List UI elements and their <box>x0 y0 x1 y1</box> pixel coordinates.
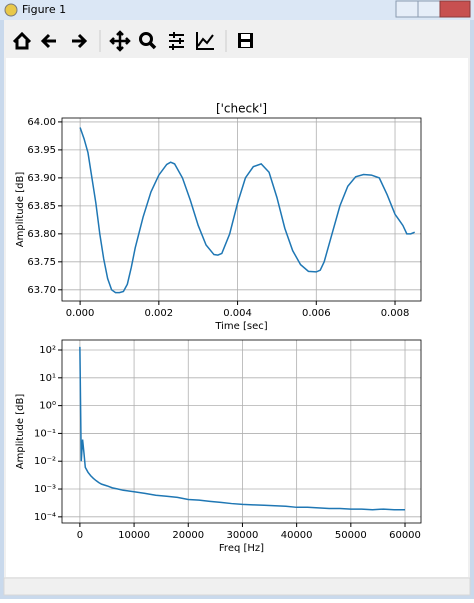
subplots-button[interactable] <box>169 32 184 50</box>
edit-axes-button[interactable] <box>196 32 214 50</box>
x-tick-label: 0.002 <box>145 308 174 319</box>
y-tick-label: 63.90 <box>27 173 56 184</box>
forward-button[interactable] <box>72 33 88 49</box>
x-tick-label: 0 <box>77 530 83 541</box>
y-tick-label: 63.85 <box>27 201 56 212</box>
status-bar <box>3 577 471 596</box>
toolbar <box>12 30 253 52</box>
x-axis-label: Time [sec] <box>214 321 267 332</box>
home-button[interactable] <box>12 31 32 50</box>
x-tick-label: 10000 <box>118 530 150 541</box>
x-axis-label: Freq [Hz] <box>219 543 264 554</box>
data-line <box>79 127 415 294</box>
x-tick-label: 20000 <box>172 530 204 541</box>
x-tick-label: 60000 <box>389 530 421 541</box>
axes-frame <box>61 339 422 524</box>
y-tick-label: 63.95 <box>27 145 56 156</box>
y-tick-label: 10⁰ <box>39 401 56 412</box>
axes-frame <box>61 117 422 302</box>
y-axis-label: Amplitude [dB] <box>15 394 26 470</box>
back-button[interactable] <box>40 33 56 49</box>
pan-button[interactable] <box>109 30 131 52</box>
y-tick-label: 63.70 <box>27 285 56 296</box>
y-tick-label: 10⁻¹ <box>34 428 56 439</box>
y-tick-label: 10⁻² <box>34 456 56 467</box>
maximize-button[interactable] <box>417 0 441 18</box>
zoom-button[interactable] <box>139 32 157 50</box>
chart-title: ['check'] <box>216 102 267 116</box>
minimize-button[interactable] <box>395 0 419 18</box>
title-bar <box>0 0 474 20</box>
y-tick-label: 63.75 <box>27 257 56 268</box>
y-axis-label: Amplitude [dB] <box>15 172 26 248</box>
data-line <box>79 346 406 511</box>
y-tick-label: 10² <box>39 345 56 356</box>
x-tick-label: 30000 <box>227 530 259 541</box>
close-button[interactable] <box>439 0 471 18</box>
y-tick-label: 64.00 <box>27 117 56 128</box>
x-tick-label: 0.006 <box>302 308 331 319</box>
y-tick-label: 63.80 <box>27 229 56 240</box>
app-icon <box>4 3 18 17</box>
y-tick-label: 10⁻⁴ <box>34 512 56 523</box>
x-tick-label: 0.000 <box>66 308 95 319</box>
x-tick-label: 0.008 <box>381 308 410 319</box>
x-tick-label: 50000 <box>335 530 367 541</box>
x-tick-label: 40000 <box>281 530 313 541</box>
figure-canvas <box>6 58 468 577</box>
window-title: Figure 1 <box>22 3 66 16</box>
x-tick-label: 0.004 <box>223 308 252 319</box>
y-tick-label: 10¹ <box>39 373 56 384</box>
save-button[interactable] <box>238 33 253 48</box>
y-tick-label: 10⁻³ <box>34 484 56 495</box>
